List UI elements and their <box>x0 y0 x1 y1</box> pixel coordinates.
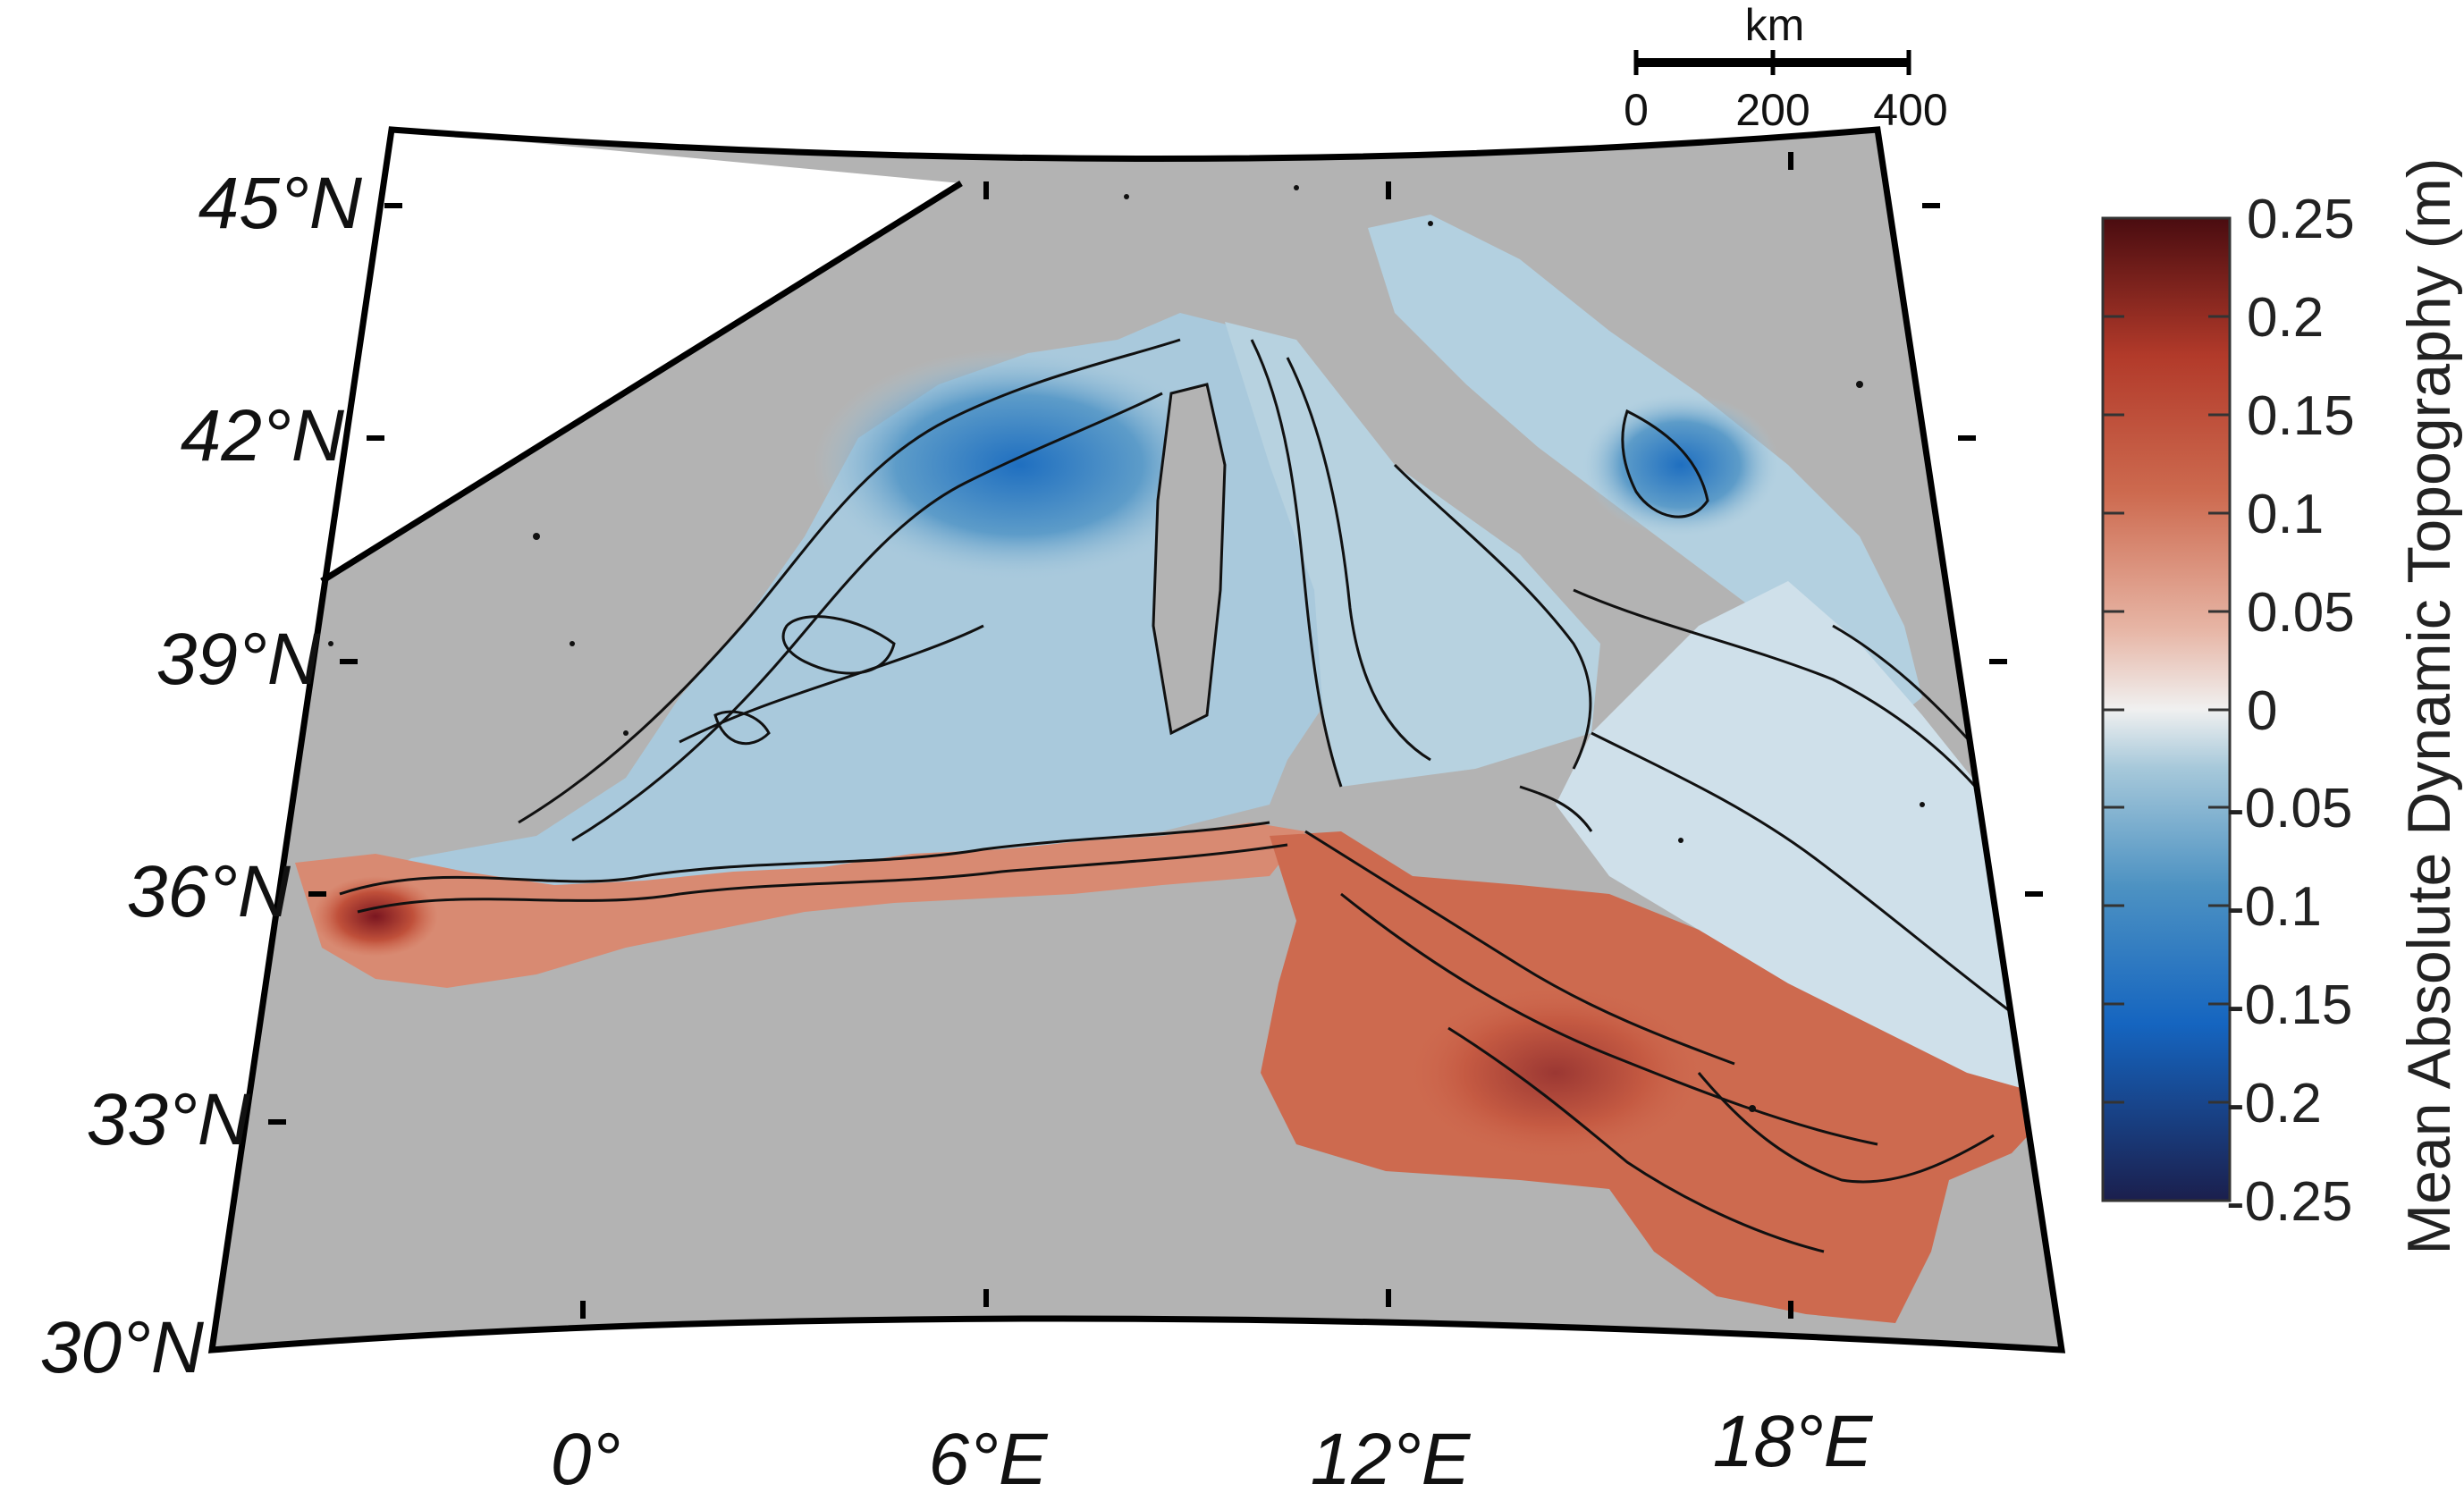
colorbar-tick-0: 0 <box>2247 680 2277 742</box>
colorbar-tick-0.05: 0.05 <box>2247 582 2355 644</box>
colorbar-tick-neg-0.1: -0.1 <box>2226 876 2322 938</box>
unmapped-region <box>268 130 961 590</box>
adriatic-core <box>1582 393 1779 536</box>
colorbar-tick-neg-0.15: -0.15 <box>2226 974 2352 1036</box>
scale-bar-unit: km <box>1745 0 1805 50</box>
lat-label-33: 33°N <box>87 1079 251 1160</box>
colorbar-title: Mean Absolute Dynamic Topography (m) <box>2395 157 2463 1254</box>
lat-label-39: 39°N <box>156 619 321 700</box>
lon-label-18e: 18°E <box>1713 1401 1874 1482</box>
colorbar-tick-0.25: 0.25 <box>2247 189 2355 250</box>
coastline-dots <box>328 185 1970 1112</box>
lon-label-0: 0° <box>551 1419 620 1500</box>
corsica-sardinia <box>1152 383 1227 736</box>
scale-bar: km 0 200 400 <box>1624 0 1948 135</box>
colorbar-ticks <box>2103 216 2230 1104</box>
colorbar-tick-neg-0.25: -0.25 <box>2226 1171 2352 1233</box>
map-panel <box>207 126 2066 1353</box>
lat-ticks <box>268 203 2043 1125</box>
scale-bar-tick-0: 0 <box>1624 85 1649 135</box>
lat-label-45: 45°N <box>198 163 363 244</box>
lat-label-42: 42°N <box>181 395 345 476</box>
grid-boundary-line <box>320 181 963 584</box>
lat-labels: 45°N 42°N 39°N 36°N 33°N 30°N <box>40 163 363 1388</box>
colorbar-tick-0.15: 0.15 <box>2247 385 2355 447</box>
alboran-core <box>313 876 438 957</box>
colorbar-tick-neg-0.2: -0.2 <box>2226 1073 2322 1134</box>
lat-label-36: 36°N <box>127 851 291 932</box>
colorbar-tick-0.2: 0.2 <box>2247 287 2324 349</box>
alboran-sea <box>295 822 1305 988</box>
colorbar: 0.25 0.2 0.15 0.1 0.05 0 -0.05 -0.1 -0.1… <box>2101 157 2463 1255</box>
lon-label-12e: 12°E <box>1311 1419 1472 1500</box>
lon-label-6e: 6°E <box>928 1419 1048 1500</box>
lon-labels: 0° 6°E 12°E 18°E <box>551 1401 1874 1500</box>
central-basin-core <box>1404 983 1708 1162</box>
scale-bar-tick-200: 200 <box>1735 85 1810 135</box>
colorbar-tick-neg-0.05: -0.05 <box>2226 778 2352 839</box>
ionian-sea <box>1556 581 2062 1100</box>
lat-label-30: 30°N <box>40 1307 205 1388</box>
map-frame <box>207 126 2066 1353</box>
scale-bar-tick-400: 400 <box>1873 85 1947 135</box>
western-basin-core <box>814 349 1225 581</box>
lon-ticks <box>580 152 1793 1319</box>
colorbar-tick-0.1: 0.1 <box>2247 484 2324 545</box>
